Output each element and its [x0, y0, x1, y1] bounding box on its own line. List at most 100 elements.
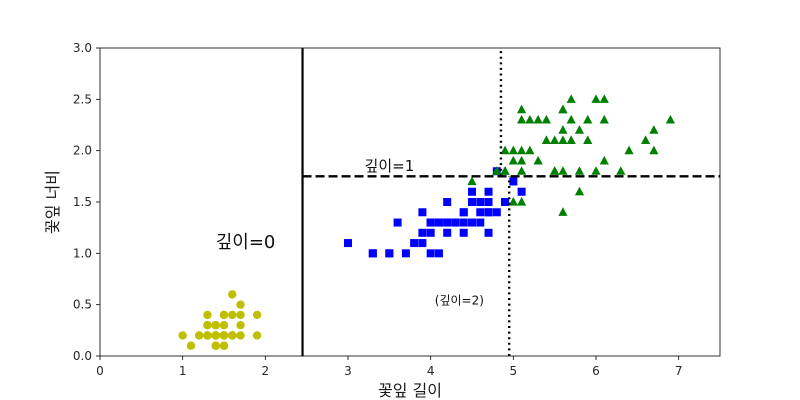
data-point: [468, 187, 476, 196]
data-point: [591, 94, 601, 103]
data-point: [492, 166, 502, 175]
data-point: [476, 198, 485, 206]
data-point: [509, 177, 518, 186]
data-point: [418, 228, 427, 237]
data-point: [236, 300, 245, 309]
data-point: [252, 331, 262, 340]
data-point: [517, 197, 527, 206]
data-point: [558, 207, 568, 216]
data-point: [476, 208, 485, 217]
data-point: [468, 198, 476, 206]
data-point: [410, 239, 419, 248]
data-point: [583, 135, 593, 144]
data-point: [476, 218, 485, 227]
data-point: [533, 114, 543, 124]
data-point: [178, 331, 187, 340]
data-point: [484, 187, 493, 196]
data-point: [550, 135, 560, 144]
data-point: [484, 208, 493, 217]
data-point: [434, 218, 443, 227]
data-point: [508, 155, 518, 165]
data-point: [211, 331, 220, 340]
data-point: [418, 239, 427, 248]
data-point: [599, 94, 609, 103]
data-point: [236, 310, 245, 320]
data-point: [203, 310, 212, 320]
data-point: [459, 228, 468, 237]
data-point: [649, 125, 659, 134]
x-tick-label: 1: [179, 364, 187, 378]
data-point: [599, 155, 609, 165]
x-tick-label: 2: [262, 364, 270, 378]
data-point: [368, 249, 377, 258]
data-point: [649, 145, 659, 155]
data-point: [385, 249, 394, 258]
data-point: [236, 321, 245, 330]
data-point: [492, 208, 501, 217]
data-point: [574, 186, 585, 196]
data-point: [443, 198, 452, 206]
data-point: [541, 135, 551, 144]
data-point: [203, 331, 212, 340]
y-tick-label: 2.0: [73, 144, 92, 158]
data-point: [443, 228, 452, 237]
x-tick-label: 5: [510, 364, 518, 378]
boundary-annotations: 깊이=0 깊이=1 (깊이=2): [216, 157, 484, 307]
data-point: [484, 228, 493, 237]
data-point: [434, 249, 443, 258]
data-point: [195, 331, 204, 340]
y-tick-label: 0.5: [73, 298, 92, 312]
data-point: [517, 166, 527, 175]
data-point: [467, 176, 477, 186]
data-point: [228, 331, 237, 340]
x-tick-label: 3: [344, 364, 352, 378]
x-tick-label: 7: [675, 364, 683, 378]
boundary-label: 깊이=1: [365, 157, 415, 175]
data-point: [583, 114, 593, 124]
y-tick-label: 0.0: [73, 349, 92, 363]
data-point: [203, 321, 212, 330]
data-point: [566, 94, 576, 103]
data-point: [219, 321, 229, 330]
y-tick-label: 3.0: [73, 41, 92, 55]
data-point: [459, 208, 468, 217]
data-point: [574, 125, 585, 134]
boundary-label: (깊이=2): [435, 294, 484, 308]
data-point: [500, 166, 510, 175]
y-tick-label: 1.0: [73, 246, 92, 260]
data-point: [665, 114, 675, 124]
data-point: [443, 218, 452, 227]
data-point: [211, 341, 220, 350]
data-point: [228, 310, 237, 320]
data-point: [558, 125, 568, 134]
data-point: [484, 198, 493, 206]
data-point: [599, 114, 609, 124]
data-point: [508, 145, 518, 155]
data-point: [426, 218, 435, 227]
data-point: [500, 145, 510, 155]
data-point: [517, 187, 526, 196]
data-point: [236, 331, 245, 340]
data-point: [517, 114, 527, 124]
data-point: [517, 155, 527, 165]
data-point: [641, 135, 651, 144]
data-point: [501, 198, 510, 206]
x-axis-label: 꽃잎 길이: [378, 381, 442, 400]
y-axis: 0.0 0.5 1.0 1.5 2.0 2.5 3.0: [73, 41, 100, 363]
data-point: [426, 228, 435, 237]
data-point: [533, 155, 543, 165]
data-point: [508, 197, 518, 206]
data-point: [344, 239, 352, 248]
series-square: [344, 167, 526, 258]
data-point: [574, 166, 585, 175]
data-point: [616, 166, 626, 175]
data-point: [219, 331, 229, 340]
data-point: [591, 166, 601, 175]
data-point: [418, 208, 427, 217]
series-triangle: [467, 94, 675, 216]
data-point: [517, 145, 527, 155]
data-point: [558, 166, 568, 175]
data-point: [451, 218, 460, 227]
y-tick-label: 2.5: [73, 92, 92, 106]
